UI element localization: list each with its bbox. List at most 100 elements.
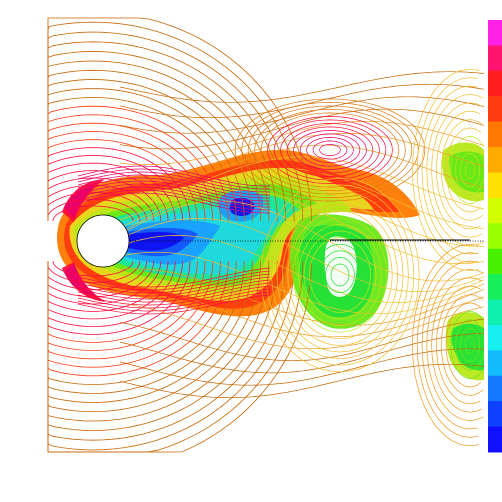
contour-line-right-up-10 [416,77,479,263]
colorbar-segment-15 [488,401,502,428]
contour-line-right-low-11 [412,243,480,447]
contour-line-vortex-low-0 [330,263,350,287]
contour-line-vortex-up-8 [267,116,393,184]
contour-line-right-up-9 [421,85,478,255]
colorbar-segment-12 [488,324,502,351]
contour-line-vortex-low-10 [276,197,404,353]
contour-fill-16 [449,151,484,193]
contour-line-vortex-up-6 [280,123,380,177]
contour-line-vortex-low-6 [298,224,382,326]
contour-line-right-up-6 [436,110,481,230]
colorbar-segment-5 [488,147,502,173]
contour-line-right-low-2 [455,319,485,371]
contour-line-right-low-5 [440,294,484,396]
contour-line-hot-up-7 [77,171,270,193]
contour-line-right-up-0 [464,161,476,179]
colorbar-segment-10 [488,274,502,301]
contour-line-vortex-low-2 [319,250,361,300]
contour-line-hot-low-4 [77,279,271,300]
contour-line-hot-low-8 [77,291,271,312]
contour-line-right-up-7 [431,102,483,238]
contour-line-right-up-1 [460,152,480,188]
contour-line-right-low-6 [436,285,481,405]
contour-line-hot-low-3 [77,276,271,297]
contour-line-vortex-low-3 [314,243,366,307]
contour-line-wake-2 [119,96,485,134]
contour-line-vortex-up-3 [299,133,361,167]
contour-line-vortex-low-4 [309,237,371,313]
wake-centerline [130,239,484,242]
colorbar-segment-0 [488,20,502,46]
contour-line-right-up-2 [455,144,485,196]
contour-line-right-low-9 [421,260,478,430]
colorbar-segment-2 [488,70,502,97]
contour-line-vortex-up-5 [286,126,374,174]
contour-line-vortex-low-11 [271,191,409,359]
colorbar [488,20,502,453]
contour-line-hot-low-1 [77,270,271,291]
contour-line-wake-12 [119,218,485,292]
contour-line-hot-up-3 [77,183,270,205]
colorbar-segment-13 [488,350,502,377]
contour-line-vortex-low-12 [265,184,415,366]
contour-line-wake-11 [119,200,485,282]
colorbar-segment-4 [488,121,502,148]
contour-line-right-up-8 [426,94,484,246]
contour-line-wake-17 [119,302,485,350]
contour-line-right-low-3 [450,311,484,379]
contour-line-hot-low-5 [77,282,271,303]
contour-line-wake-13 [119,235,485,303]
contour-line-hot-up-8 [77,168,270,190]
contour-line-hot-up-2 [77,186,270,208]
colorbar-segment-1 [488,45,502,72]
contour-line-right-up-4 [445,127,482,213]
contour-line-right-low-0 [464,336,476,354]
contour-line-vortex-low-9 [282,204,398,346]
contour-line-hot-up-6 [77,174,270,196]
contour-line-vortex-up-0 [319,144,341,156]
contour-line-wake-9 [119,179,485,247]
contour-line-hot-up-0 [77,192,270,214]
contour-line-top-0 [52,205,134,222]
colorbar-segment-3 [488,96,502,123]
contour-line-hot-up-9 [77,165,270,187]
colorbar-segment-9 [488,248,502,275]
contour-line-wake-19 [119,332,485,374]
colorbar-segment-7 [488,197,502,224]
contour-line-right-low-10 [416,252,479,438]
contour-line-vortex-up-4 [293,130,367,170]
contour-line-right-up-11 [412,68,480,272]
contour-line-wake-15 [119,268,485,326]
contour-line-vortex-up-12 [241,102,419,198]
contour-line-hot-low-0 [77,267,271,288]
contour-line-right-up-3 [450,136,484,204]
contour-line-vortex-up-2 [306,137,354,163]
contour-line-vortex-up-1 [312,140,348,160]
contour-line-right-low-8 [426,269,484,421]
contour-line-right-low-7 [431,277,483,413]
contour-line-wake-0 [119,71,485,103]
contour-line-bottom-0 [52,260,134,277]
contour-line-hot-low-7 [77,288,271,309]
contour-line-vortex-low-7 [292,217,388,333]
contour-line-right-low-1 [460,327,480,363]
contour-line-top-23 [47,17,312,222]
contour-line-bottom-1 [47,261,141,284]
contour-line-right-up-5 [440,119,484,221]
colorbar-segment-6 [488,172,502,199]
contour-line-hot-up-1 [77,189,270,211]
contour-line-hot-low-2 [77,273,271,294]
contour-line-hot-up-4 [77,180,270,202]
colorbar-segment-16 [488,426,502,453]
contour-line-hot-low-9 [77,294,271,315]
contour-line-vortex-low-5 [303,230,377,320]
contour-lines [47,17,485,453]
contour-line-wake-4 [119,120,485,166]
contour-line-wake-14 [119,251,485,315]
contour-line-wake-16 [119,284,485,338]
colorbar-segment-11 [488,299,502,326]
contour-line-vortex-up-13 [234,98,426,202]
colorbar-segment-14 [488,375,502,402]
contour-line-wake-20 [119,348,485,386]
